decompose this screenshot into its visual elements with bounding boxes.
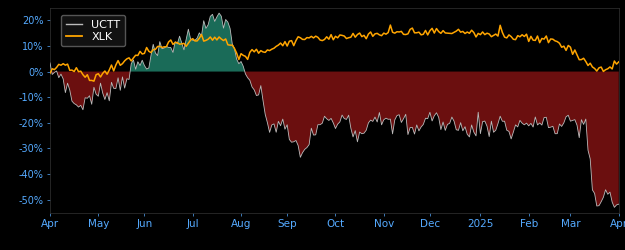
Legend: UCTT, XLK: UCTT, XLK xyxy=(61,15,125,46)
